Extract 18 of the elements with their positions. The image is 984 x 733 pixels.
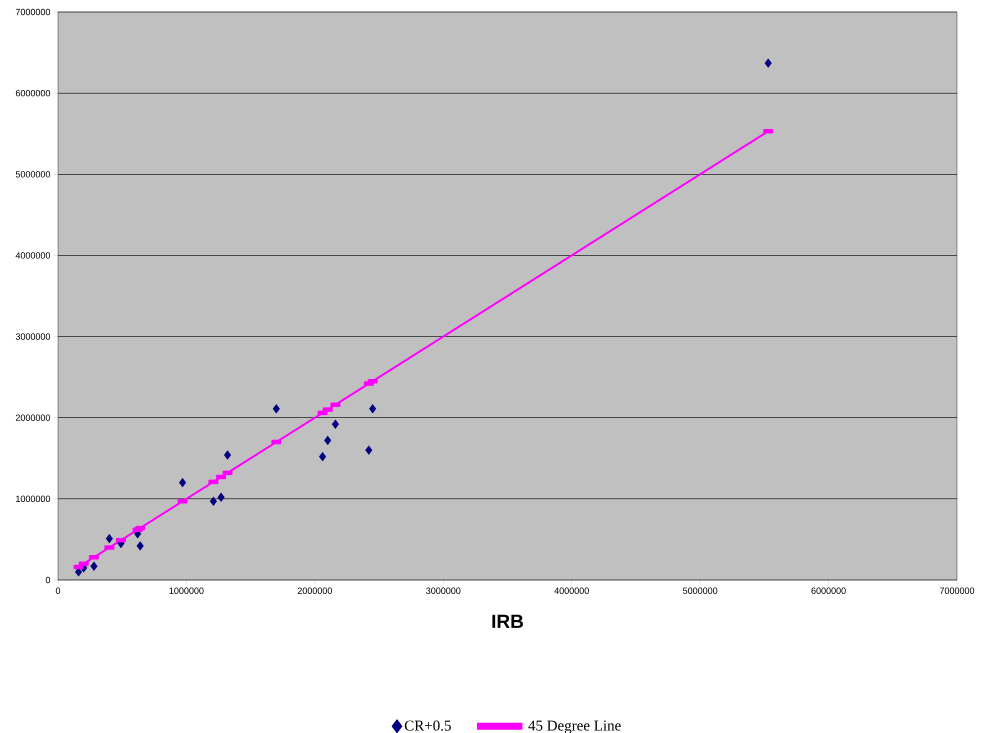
x-tick-label: 4000000 xyxy=(554,588,589,594)
x-tick-label: 5000000 xyxy=(682,588,718,594)
y-tick-label: 2000000 xyxy=(16,414,50,421)
x-tick-label: 3000000 xyxy=(426,588,460,594)
y-tick-label: 3000000 xyxy=(16,333,50,340)
x-tick-label: 0 xyxy=(56,588,60,594)
y-tick-label: 0 xyxy=(46,576,50,584)
y-tick-label: 4000000 xyxy=(16,252,50,259)
x-tick-label: 7000000 xyxy=(940,588,974,594)
x-tick-label: 1000000 xyxy=(170,588,204,594)
y-tick-label: 1000000 xyxy=(16,496,50,502)
y-tick-label: 6000000 xyxy=(16,90,50,96)
x-axis-title: IRB xyxy=(492,614,524,628)
y-tick-label: 5000000 xyxy=(16,171,50,178)
y-tick-label: 7000000 xyxy=(16,8,50,16)
legend-label: CR+0.5 xyxy=(404,720,451,731)
x-tick-label: 6000000 xyxy=(812,588,846,594)
x-tick-label: 2000000 xyxy=(298,588,332,594)
